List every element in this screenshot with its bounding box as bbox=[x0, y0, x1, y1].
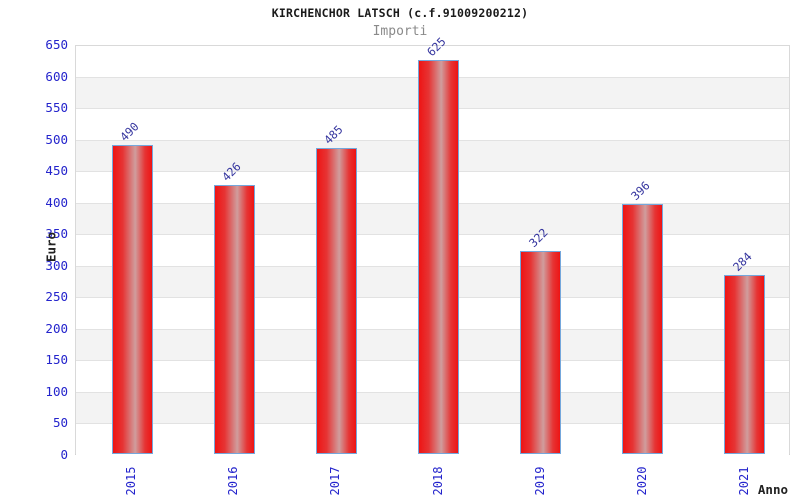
x-tick-label-2015: 2015 bbox=[124, 466, 139, 496]
chart-subtitle: Importi bbox=[372, 24, 428, 39]
bar-2019 bbox=[520, 250, 562, 454]
chart-title: KIRCHENCHOR LATSCH (c.f.91009200212) bbox=[271, 6, 529, 20]
bar-2016 bbox=[213, 185, 255, 454]
y-tick-label: 250 bbox=[45, 289, 68, 305]
y-tick-label: 0 bbox=[60, 447, 68, 462]
bar-2020 bbox=[622, 204, 664, 454]
plot-area: 490 426 485 625 322 396 284 bbox=[75, 34, 790, 456]
y-tick-label: 150 bbox=[45, 352, 68, 368]
x-tick-label-2016: 2016 bbox=[226, 466, 241, 496]
y-tick-label: 500 bbox=[45, 131, 68, 147]
y-tick-label: 400 bbox=[45, 194, 68, 210]
x-axis-title: Anno bbox=[757, 482, 788, 497]
x-tick-label-2019: 2019 bbox=[532, 466, 547, 496]
y-tick-label: 350 bbox=[45, 226, 68, 242]
y-tick-label: 100 bbox=[45, 383, 68, 399]
x-tick-label-2018: 2018 bbox=[430, 466, 445, 496]
y-tick-label: 650 bbox=[45, 37, 68, 52]
y-tick-label: 450 bbox=[45, 163, 68, 179]
y-tick-label: 50 bbox=[52, 415, 68, 431]
bar-2015 bbox=[111, 144, 153, 454]
y-axis-title: Euro bbox=[43, 231, 59, 263]
y-tick-label: 550 bbox=[45, 100, 68, 116]
y-tick-label: 600 bbox=[45, 68, 68, 84]
y-tick-label: 200 bbox=[45, 320, 68, 336]
bar-2018 bbox=[418, 59, 459, 454]
x-tick-label-2021: 2021 bbox=[736, 466, 751, 496]
x-tick-label-2017: 2017 bbox=[328, 466, 343, 496]
x-tick-label-2020: 2020 bbox=[634, 466, 649, 496]
y-tick-label: 300 bbox=[45, 257, 68, 273]
bar-2017 bbox=[315, 148, 357, 454]
bar-2021 bbox=[724, 274, 766, 454]
